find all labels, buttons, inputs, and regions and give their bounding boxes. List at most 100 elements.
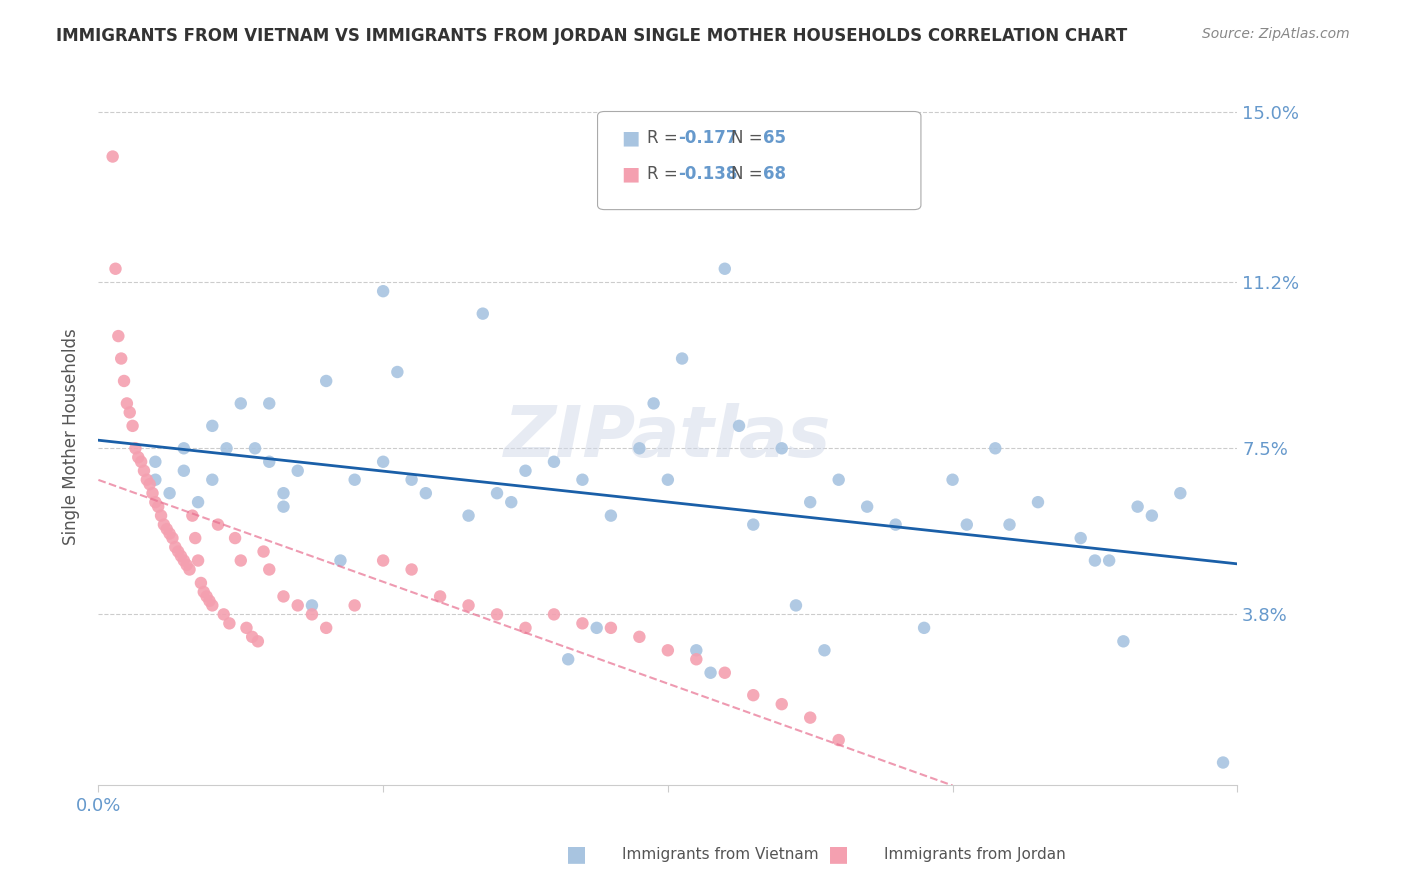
- Point: [201, 599, 224, 613]
- Point: [145, 455, 167, 469]
- Point: [148, 500, 170, 514]
- Point: [770, 442, 793, 456]
- Point: [799, 495, 821, 509]
- Text: ZIPatlas: ZIPatlas: [505, 402, 831, 472]
- Point: [193, 585, 215, 599]
- Point: [273, 486, 295, 500]
- Point: [387, 365, 409, 379]
- Point: [301, 607, 323, 622]
- Point: [201, 473, 224, 487]
- Text: ■: ■: [621, 128, 640, 148]
- Point: [315, 374, 337, 388]
- Point: [415, 486, 437, 500]
- Point: [112, 374, 135, 388]
- Point: [343, 473, 366, 487]
- Point: [557, 652, 579, 666]
- Point: [401, 562, 423, 576]
- Point: [173, 464, 195, 478]
- Text: -0.138: -0.138: [678, 165, 737, 183]
- Point: [190, 576, 212, 591]
- Point: [101, 149, 124, 163]
- Point: [115, 396, 138, 410]
- Point: [259, 396, 281, 410]
- Point: [198, 594, 221, 608]
- Point: [181, 508, 204, 523]
- Point: [107, 329, 129, 343]
- Point: [141, 486, 163, 500]
- Point: [628, 630, 651, 644]
- Point: [273, 500, 295, 514]
- Point: [1212, 756, 1234, 770]
- Point: [329, 553, 352, 567]
- Text: -0.177: -0.177: [678, 129, 737, 147]
- Point: [165, 540, 187, 554]
- Point: [195, 590, 218, 604]
- Point: [259, 562, 281, 576]
- Point: [657, 643, 679, 657]
- Text: Source: ZipAtlas.com: Source: ZipAtlas.com: [1202, 27, 1350, 41]
- Point: [515, 464, 537, 478]
- Text: ■: ■: [567, 845, 588, 864]
- Point: [671, 351, 693, 366]
- Point: [585, 621, 607, 635]
- Point: [118, 405, 141, 419]
- Point: [170, 549, 193, 563]
- Point: [515, 621, 537, 635]
- Point: [1170, 486, 1192, 500]
- Point: [828, 733, 851, 747]
- Point: [799, 711, 821, 725]
- Point: [343, 599, 366, 613]
- Point: [571, 616, 593, 631]
- Point: [956, 517, 979, 532]
- Point: [457, 599, 479, 613]
- Point: [145, 473, 167, 487]
- Point: [984, 442, 1007, 456]
- Point: [156, 522, 179, 536]
- Point: [287, 464, 309, 478]
- Point: [173, 553, 195, 567]
- Point: [373, 553, 395, 567]
- Point: [240, 630, 263, 644]
- Text: IMMIGRANTS FROM VIETNAM VS IMMIGRANTS FROM JORDAN SINGLE MOTHER HOUSEHOLDS CORRE: IMMIGRANTS FROM VIETNAM VS IMMIGRANTS FR…: [56, 27, 1128, 45]
- Point: [273, 590, 295, 604]
- Text: Immigrants from Jordan: Immigrants from Jordan: [884, 847, 1066, 862]
- Y-axis label: Single Mother Households: Single Mother Households: [62, 329, 80, 545]
- Point: [1070, 531, 1092, 545]
- Point: [942, 473, 965, 487]
- Point: [728, 418, 751, 433]
- Point: [246, 634, 269, 648]
- Point: [135, 473, 157, 487]
- Point: [153, 517, 176, 532]
- Point: [884, 517, 907, 532]
- Point: [373, 284, 395, 298]
- Point: [600, 621, 623, 635]
- Point: [373, 455, 395, 469]
- Point: [1026, 495, 1049, 509]
- Point: [224, 531, 246, 545]
- Point: [150, 508, 173, 523]
- Text: Immigrants from Vietnam: Immigrants from Vietnam: [623, 847, 818, 862]
- Point: [138, 477, 160, 491]
- Point: [457, 508, 479, 523]
- Point: [486, 486, 509, 500]
- Text: N =: N =: [731, 129, 768, 147]
- Point: [813, 643, 835, 657]
- Text: N =: N =: [731, 165, 768, 183]
- Point: [184, 531, 207, 545]
- Point: [252, 544, 274, 558]
- Point: [159, 526, 181, 541]
- Point: [235, 621, 257, 635]
- Point: [121, 418, 143, 433]
- Point: [104, 261, 127, 276]
- Text: R =: R =: [647, 129, 683, 147]
- Point: [159, 486, 181, 500]
- Point: [401, 473, 423, 487]
- Point: [998, 517, 1021, 532]
- Point: [912, 621, 935, 635]
- Point: [685, 652, 707, 666]
- Point: [315, 621, 337, 635]
- Point: [770, 697, 793, 711]
- Point: [201, 418, 224, 433]
- Point: [657, 473, 679, 487]
- Text: 0.0%: 0.0%: [76, 797, 121, 815]
